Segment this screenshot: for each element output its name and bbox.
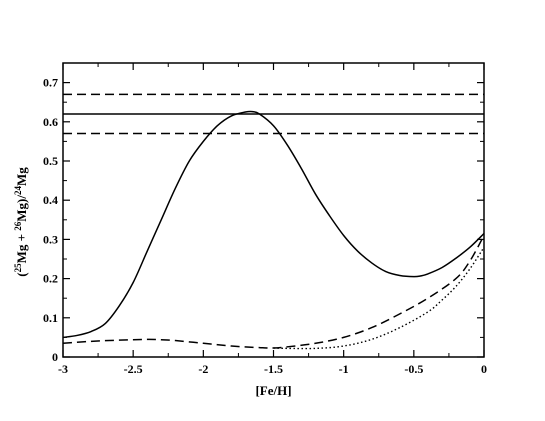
y-tick-label: 0.1	[43, 311, 58, 325]
axis-ticks: -3 -2.5 -2 -1.5 -1 -0.5 0 0 0.1 0.2 0.3 0.4 0.5 0.6 0.…	[43, 62, 487, 376]
x-tick-label: -0.5	[404, 362, 423, 376]
x-tick-label: -3	[58, 362, 68, 376]
x-axis-label: [Fe/H]	[255, 383, 291, 398]
y-axis-label-elem-1: Mg +	[14, 231, 29, 264]
y-axis-label-open: (	[14, 272, 29, 276]
series-solid-line	[62, 110, 485, 339]
x-tick-label: 0	[481, 362, 487, 376]
y-tick-label: 0.5	[43, 154, 58, 168]
y-axis-label-mass-25: 25	[13, 263, 23, 273]
y-axis-label-elem-2: Mg)/	[14, 195, 29, 222]
y-tick-label: 0.3	[43, 232, 58, 246]
y-axis-label-mass-26: 26	[13, 221, 23, 231]
y-tick-label: 0	[52, 350, 58, 364]
y-axis-label-mass-24: 24	[13, 186, 23, 196]
plot-frame	[62, 62, 485, 358]
y-tick-label: 0.7	[43, 76, 58, 90]
x-tick-label: -1.5	[264, 362, 283, 376]
y-tick-label: 0.2	[43, 272, 58, 286]
series-dotted-line	[273, 246, 485, 350]
x-tick-label: -2.5	[124, 362, 143, 376]
y-tick-label: 0.6	[43, 115, 58, 129]
y-axis-label-elem-3: Mg	[14, 167, 29, 186]
x-tick-label: -2	[198, 362, 208, 376]
plot-lines	[62, 93, 485, 350]
x-tick-label: -1	[339, 362, 349, 376]
y-tick-label: 0.4	[43, 193, 58, 207]
series-dashed-line	[62, 235, 485, 349]
y-axis-label: (25Mg + 26Mg)/24Mg	[13, 167, 29, 277]
